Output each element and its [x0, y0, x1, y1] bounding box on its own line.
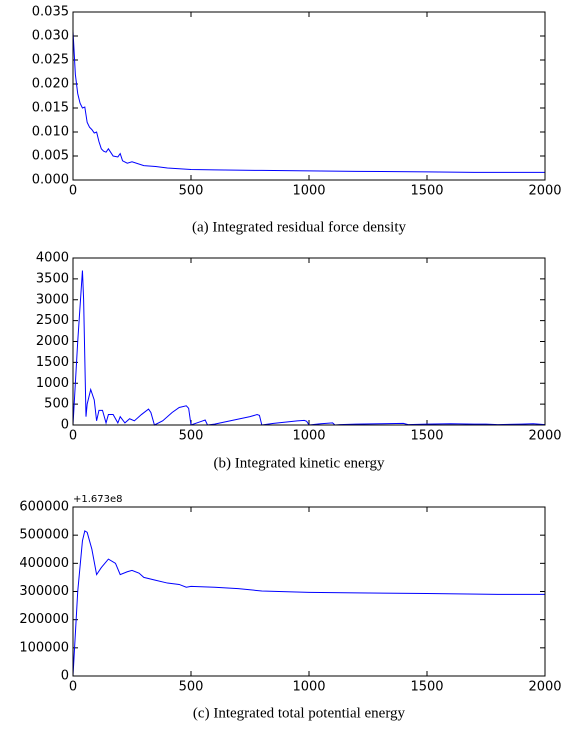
x-tick-label: 0 [69, 184, 77, 199]
x-tick-label: 1000 [292, 680, 325, 695]
y-tick-label: 400000 [19, 556, 69, 571]
x-tick-label: 2000 [528, 184, 561, 199]
caption: (b) Integrated kinetic energy [214, 455, 385, 471]
y-tick-label: 200000 [19, 612, 69, 627]
y-tick-label: 0.005 [32, 149, 69, 164]
y-tick-label: 0.010 [32, 125, 69, 140]
caption: (a) Integrated residual force density [192, 219, 407, 235]
y-tick-label: 2500 [36, 313, 69, 328]
y-tick-label: 0 [61, 669, 69, 684]
y-tick-label: 0.015 [32, 101, 69, 116]
y-tick-label: 500 [44, 397, 69, 412]
x-tick-label: 1000 [292, 429, 325, 444]
y-tick-label: 0.030 [32, 29, 69, 44]
x-tick-label: 0 [69, 429, 77, 444]
axes-frame [72, 11, 546, 181]
y-tick-label: 600000 [19, 500, 69, 515]
data-line [72, 31, 545, 173]
y-tick-label: 0.025 [32, 53, 69, 68]
x-tick-label: 1500 [410, 184, 443, 199]
x-tick-label: 2000 [528, 429, 561, 444]
y-tick-label: 300000 [19, 584, 69, 599]
y-offset-label: +1.673e8 [73, 494, 123, 505]
y-tick-label: 0 [61, 418, 69, 433]
x-tick-label: 2000 [528, 680, 561, 695]
caption: (c) Integrated total potential energy [193, 705, 406, 721]
x-tick-label: 500 [179, 184, 204, 199]
y-tick-label: 1500 [36, 355, 69, 370]
y-tick-label: 0.035 [32, 5, 69, 20]
x-tick-label: 1500 [410, 429, 443, 444]
x-tick-label: 0 [69, 680, 77, 695]
x-tick-label: 1500 [410, 680, 443, 695]
data-line [72, 530, 545, 677]
y-tick-label: 3000 [36, 292, 69, 307]
x-tick-label: 500 [179, 429, 204, 444]
y-tick-label: 1000 [36, 376, 69, 391]
y-tick-label: 0.000 [32, 173, 69, 188]
y-tick-label: 0.020 [32, 77, 69, 92]
y-tick-label: 4000 [36, 251, 69, 266]
axes-frame [72, 506, 546, 677]
x-tick-label: 1000 [292, 184, 325, 199]
y-tick-label: 100000 [19, 640, 69, 655]
y-tick-label: 500000 [19, 528, 69, 543]
data-line [72, 270, 546, 426]
x-tick-label: 500 [179, 680, 204, 695]
y-tick-label: 2000 [36, 334, 69, 349]
axes-frame [72, 257, 546, 426]
y-tick-label: 3500 [36, 271, 69, 286]
